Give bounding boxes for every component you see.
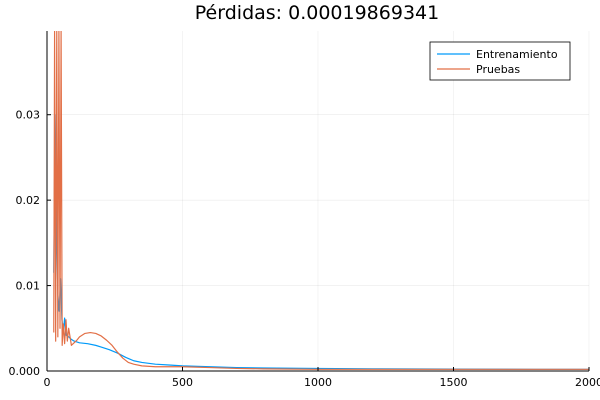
y-tick-label: 0.03	[16, 109, 41, 122]
y-tick-label: 0.01	[16, 280, 41, 293]
legend[interactable]: Entrenamiento Pruebas	[429, 41, 571, 81]
series-line-entrenamiento	[53, 114, 589, 370]
grid	[46, 31, 590, 372]
legend-label: Pruebas	[476, 63, 520, 76]
x-tick-label: 2000	[575, 376, 600, 389]
y-tick-label: 0.000	[9, 365, 41, 378]
series-layer	[53, 31, 589, 370]
series-line-pruebas	[53, 31, 589, 370]
x-tick-label: 500	[172, 376, 193, 389]
y-tick-label: 0.02	[16, 194, 41, 207]
x-tick-label: 0	[44, 376, 51, 389]
legend-label: Entrenamiento	[476, 48, 558, 61]
legend-box	[429, 41, 571, 81]
x-tick-label: 1500	[440, 376, 468, 389]
axes: 0 500 1000 1500 2000 0.000 0.01 0.02 0.03	[9, 31, 600, 389]
x-tick-label: 1000	[304, 376, 332, 389]
chart-title: Pérdidas: 0.00019869341	[195, 2, 439, 24]
